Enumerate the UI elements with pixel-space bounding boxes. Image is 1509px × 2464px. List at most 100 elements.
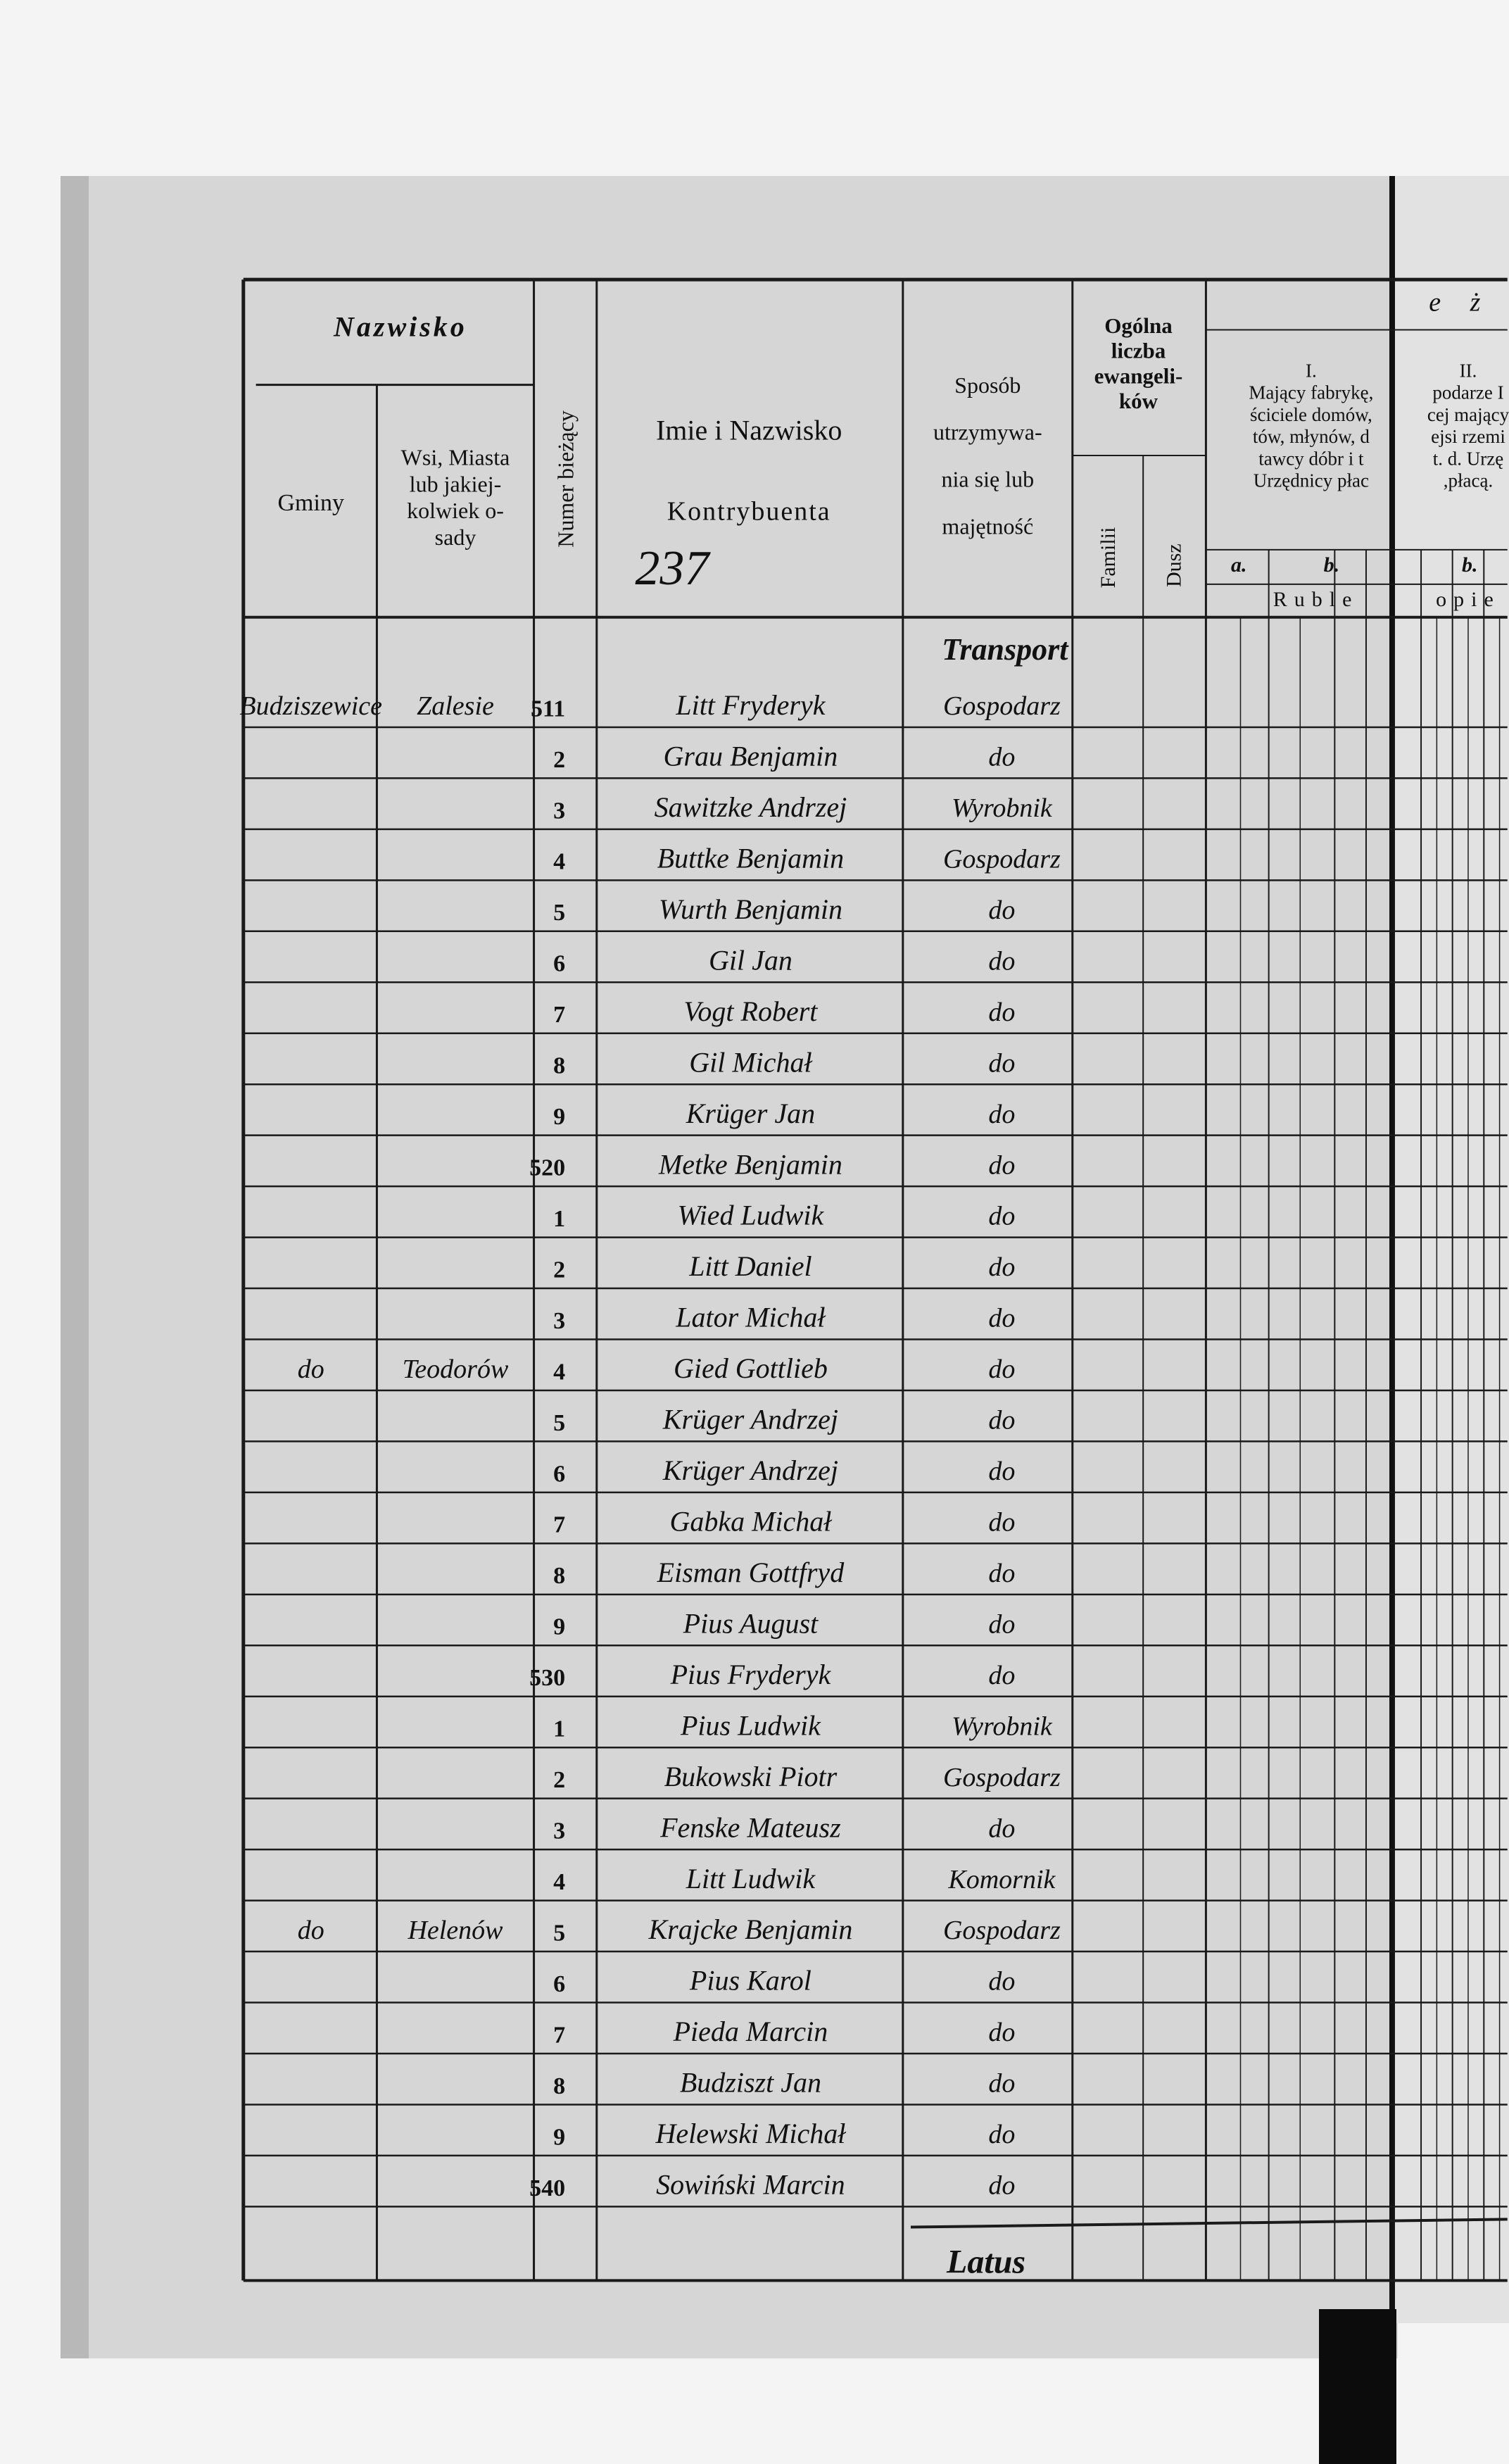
header-kontrybuenta: Kontrybuenta [667, 496, 831, 526]
header-ogolna: Ogólna [1104, 313, 1173, 338]
occupation: do [988, 1457, 1015, 1486]
header-col1: ściciele domów, [1250, 404, 1372, 425]
occupation: Komornik [947, 1865, 1056, 1894]
occupation: Gospodarz [943, 1916, 1061, 1945]
contributor-name: Gil Michał [689, 1046, 812, 1078]
page-number: 237 [635, 541, 711, 596]
occupation: do [988, 998, 1015, 1027]
header-col2: ,płacą. [1444, 470, 1493, 491]
occupation: do [988, 1150, 1015, 1180]
row-number: 511 [531, 696, 565, 722]
contributor-name: Krüger Jan [686, 1098, 815, 1129]
row-number: 7 [553, 1002, 565, 1028]
header-sub-a: a. [1231, 553, 1247, 577]
contributor-name: Lator Michał [675, 1302, 826, 1333]
contributor-name: Budziszt Jan [680, 2067, 821, 2099]
occupation: do [988, 895, 1015, 925]
header-wsi: kolwiek o- [407, 498, 504, 523]
header-ogolna: liczba [1111, 339, 1166, 363]
occupation: do [988, 743, 1015, 772]
contributor-name: Pius Ludwik [680, 1709, 821, 1741]
header-col1: Mający fabrykę, [1249, 382, 1373, 403]
occupation: do [988, 1559, 1015, 1588]
contributor-name: Eisman Gottfryd [657, 1557, 845, 1588]
header-col1: I. [1306, 360, 1317, 381]
contributor-name: Gabka Michał [669, 1506, 832, 1538]
row-number: 3 [553, 1308, 565, 1334]
paper [61, 176, 1398, 2358]
row-number: 520 [529, 1155, 565, 1181]
row-number: 8 [553, 2073, 565, 2099]
header-sub-b: b. [1324, 553, 1340, 577]
occupation: do [988, 1100, 1015, 1129]
row-number: 6 [553, 1971, 565, 1997]
occupation: do [988, 1406, 1015, 1435]
row-number: 6 [553, 951, 565, 977]
contributor-name: Wied Ludwik [678, 1200, 825, 1231]
header-col2: cej mający [1427, 404, 1509, 425]
transport: Transport [942, 632, 1069, 667]
row-number: 2 [553, 747, 565, 773]
occupation: do [988, 1304, 1015, 1333]
header-col2: podarze I [1432, 382, 1503, 403]
row-number: 7 [553, 2022, 565, 2048]
occupation: do [988, 2120, 1015, 2149]
contributor-name: Fenske Mateusz [659, 1811, 841, 1843]
contributor-name: Sowiński Marcin [656, 2169, 845, 2201]
occupation: do [988, 2069, 1015, 2099]
occupation: do [988, 946, 1015, 976]
header-col2: II. [1460, 360, 1477, 381]
header-wsi: lub jakiej- [410, 471, 502, 496]
occupation: Gospodarz [943, 844, 1061, 874]
occupation: do [988, 1252, 1015, 1282]
occupation: do [988, 1814, 1015, 1843]
header-col1: Urzędnicy płac [1254, 470, 1369, 491]
header-ogolna: ewangeli- [1094, 363, 1183, 388]
contributor-name: Krajcke Benjamin [648, 1913, 852, 1945]
contributor-name: Pius August [683, 1607, 819, 1639]
header-sposob: majętność [942, 514, 1033, 539]
header-wsi: Wsi, Miasta [401, 444, 510, 470]
row-number: 4 [553, 1359, 565, 1385]
header-ogolna: ków [1119, 389, 1158, 413]
contributor-name: Buttke Benjamin [657, 842, 844, 874]
contributor-name: Litt Daniel [688, 1250, 812, 1282]
occupation: do [988, 1048, 1015, 1078]
gmina: do [298, 1354, 324, 1384]
occupation: do [988, 2018, 1015, 2047]
header-numer: Numer bieżący [553, 410, 578, 548]
occupation: do [988, 1967, 1015, 1997]
rule [910, 2218, 1508, 2229]
contributor-name: Helewski Michał [655, 2118, 846, 2149]
fold [1389, 176, 1395, 2372]
row-number: 1 [553, 1206, 565, 1232]
row-number: 4 [553, 849, 565, 875]
header-kopie: opie [1436, 588, 1501, 611]
row-number: 5 [553, 1920, 565, 1946]
header-imie: Imie i Nazwisko [656, 415, 842, 446]
header-nazwisko: Nazwisko [333, 310, 467, 342]
contributor-name: Grau Benjamin [664, 741, 838, 772]
contributor-name: Pius Karol [689, 1965, 812, 1997]
contributor-name: Krüger Andrzej [662, 1454, 838, 1486]
village: Teodorów [403, 1354, 509, 1384]
contributor-name: Sawitzke Andrzej [655, 791, 847, 823]
row-number: 1 [553, 1716, 565, 1742]
occupation: Gospodarz [943, 691, 1061, 721]
row-number: 2 [553, 1257, 565, 1283]
occupation: Gospodarz [943, 1763, 1061, 1792]
row-number: 530 [529, 1665, 565, 1691]
header-familii: Familii [1097, 527, 1120, 589]
village: Helenów [407, 1916, 503, 1945]
occupation: do [988, 1202, 1015, 1231]
gmina: do [298, 1916, 324, 1945]
page-edge [61, 176, 89, 2358]
latus: Latus [946, 2243, 1025, 2280]
contributor-name: Pieda Marcin [673, 2016, 828, 2047]
row-number: 9 [553, 1614, 565, 1640]
binding [1319, 2309, 1396, 2464]
header-sub-b: b. [1462, 553, 1478, 577]
header-sposob: utrzymywa- [933, 420, 1042, 445]
row-number: 5 [553, 1410, 565, 1436]
